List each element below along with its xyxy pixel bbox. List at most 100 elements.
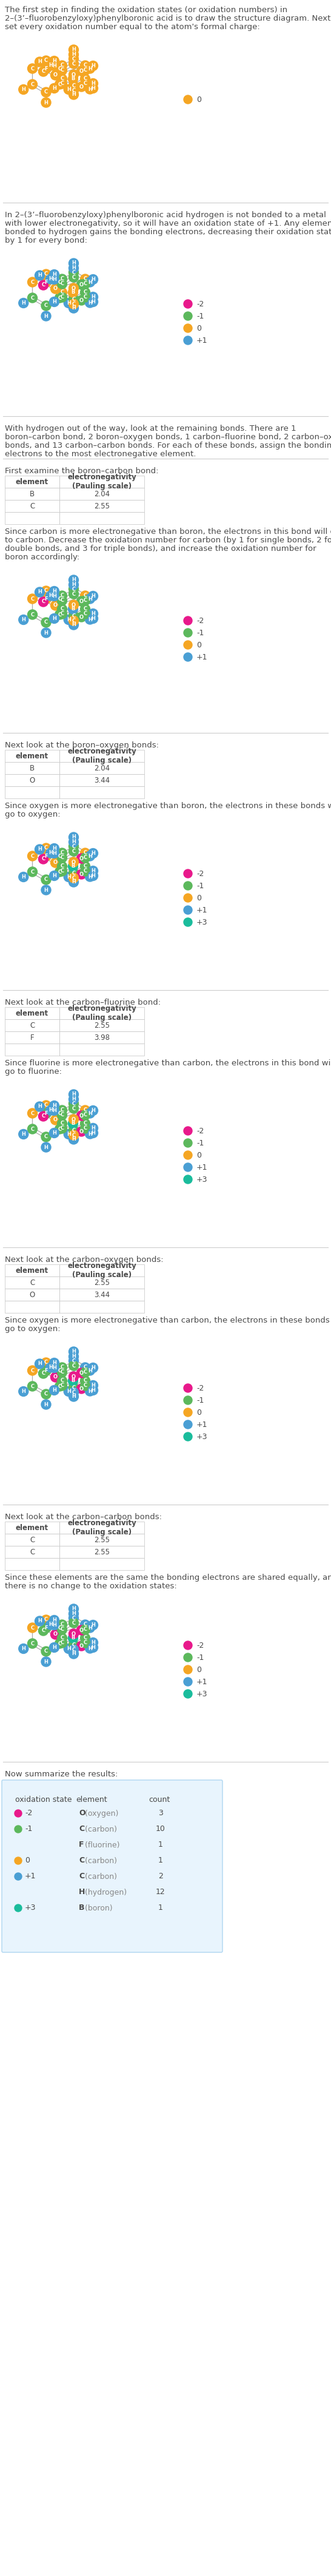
- Text: Since fluorine is more electronegative than carbon, the electrons in this bond w: Since fluorine is more electronegative t…: [5, 1059, 331, 1066]
- Text: C: C: [58, 1383, 62, 1388]
- Circle shape: [69, 1131, 78, 1141]
- Text: element: element: [16, 1522, 49, 1533]
- Circle shape: [69, 574, 78, 585]
- Bar: [5, 1288, 59, 1301]
- Circle shape: [184, 1641, 192, 1649]
- Text: H: H: [44, 631, 48, 636]
- Text: +1: +1: [196, 907, 208, 914]
- Text: H: H: [52, 59, 56, 64]
- Circle shape: [49, 1363, 59, 1373]
- Text: element: element: [76, 1795, 107, 1803]
- Circle shape: [88, 296, 98, 307]
- Circle shape: [184, 1690, 192, 1698]
- Text: 2.04: 2.04: [94, 765, 110, 773]
- Circle shape: [38, 855, 48, 863]
- Text: H: H: [71, 1092, 76, 1097]
- Text: H: H: [67, 1388, 71, 1394]
- Text: H: H: [38, 1105, 42, 1110]
- Text: H: H: [52, 299, 56, 304]
- Text: H: H: [52, 1388, 56, 1394]
- Circle shape: [68, 289, 78, 296]
- Text: -2: -2: [196, 1128, 204, 1136]
- Text: O: O: [53, 860, 58, 866]
- Text: H: H: [52, 1365, 56, 1370]
- Text: 3.44: 3.44: [94, 1291, 110, 1298]
- Circle shape: [68, 1633, 78, 1643]
- Text: 3.44: 3.44: [94, 775, 110, 783]
- Circle shape: [55, 850, 65, 860]
- Bar: [5, 1278, 59, 1288]
- Text: 2.55: 2.55: [94, 502, 110, 510]
- Text: C: C: [83, 276, 87, 281]
- Text: H: H: [71, 1394, 76, 1399]
- Text: C: C: [30, 1110, 34, 1115]
- Text: H: H: [44, 1401, 48, 1406]
- Text: -2: -2: [196, 301, 204, 309]
- Text: H: H: [52, 850, 56, 855]
- Circle shape: [57, 848, 67, 858]
- Text: (fluorine): (fluorine): [83, 1842, 120, 1850]
- Circle shape: [184, 1409, 192, 1417]
- Circle shape: [69, 1610, 78, 1618]
- Circle shape: [64, 1386, 73, 1396]
- Circle shape: [80, 64, 90, 75]
- Circle shape: [49, 1615, 59, 1625]
- Circle shape: [41, 1388, 51, 1399]
- Bar: [5, 477, 59, 487]
- Circle shape: [64, 85, 73, 95]
- Text: C: C: [60, 598, 64, 603]
- Circle shape: [77, 1368, 86, 1378]
- Circle shape: [49, 842, 59, 853]
- Text: B: B: [71, 863, 75, 868]
- Text: H: H: [22, 618, 25, 623]
- Text: C: C: [30, 853, 34, 858]
- Text: C: C: [30, 1548, 35, 1556]
- Circle shape: [184, 1677, 192, 1685]
- Text: F: F: [45, 595, 48, 603]
- Text: O: O: [71, 286, 76, 291]
- Circle shape: [19, 1386, 28, 1396]
- Circle shape: [27, 850, 37, 860]
- Text: C: C: [30, 613, 34, 618]
- Circle shape: [184, 325, 192, 332]
- Text: C: C: [72, 613, 75, 618]
- Text: C: C: [30, 1126, 34, 1131]
- Circle shape: [88, 592, 98, 600]
- Text: H: H: [52, 616, 56, 621]
- Circle shape: [85, 1128, 95, 1139]
- Circle shape: [80, 289, 90, 296]
- Text: (hydrogen): (hydrogen): [83, 1888, 127, 1896]
- Bar: [59, 1265, 144, 1278]
- Circle shape: [80, 1118, 90, 1128]
- Text: H: H: [91, 1108, 95, 1113]
- Text: C: C: [83, 1113, 87, 1118]
- Bar: [59, 1043, 144, 1056]
- Text: C: C: [58, 613, 62, 618]
- Text: O: O: [53, 603, 58, 608]
- Bar: [59, 1007, 144, 1020]
- Text: +1: +1: [196, 1422, 208, 1430]
- Text: H: H: [71, 93, 76, 98]
- Text: H: H: [67, 1131, 71, 1136]
- Circle shape: [69, 842, 78, 850]
- Circle shape: [35, 587, 45, 598]
- Text: H: H: [91, 611, 95, 616]
- Circle shape: [80, 1381, 90, 1391]
- Circle shape: [69, 1641, 78, 1649]
- Text: C: C: [30, 502, 35, 510]
- Circle shape: [88, 276, 98, 283]
- Circle shape: [41, 1358, 51, 1368]
- Circle shape: [46, 1620, 56, 1631]
- Circle shape: [57, 866, 67, 876]
- Text: element: element: [16, 1267, 49, 1275]
- Text: C: C: [72, 62, 75, 67]
- Text: Next look at the carbon–carbon bonds:: Next look at the carbon–carbon bonds:: [5, 1512, 162, 1520]
- Text: C: C: [83, 77, 87, 82]
- Text: C: C: [60, 1641, 64, 1646]
- Text: C: C: [72, 1128, 75, 1133]
- Text: -1: -1: [25, 1826, 32, 1834]
- Text: C: C: [58, 853, 62, 858]
- Circle shape: [69, 1360, 78, 1370]
- Circle shape: [41, 595, 51, 603]
- Circle shape: [184, 616, 192, 626]
